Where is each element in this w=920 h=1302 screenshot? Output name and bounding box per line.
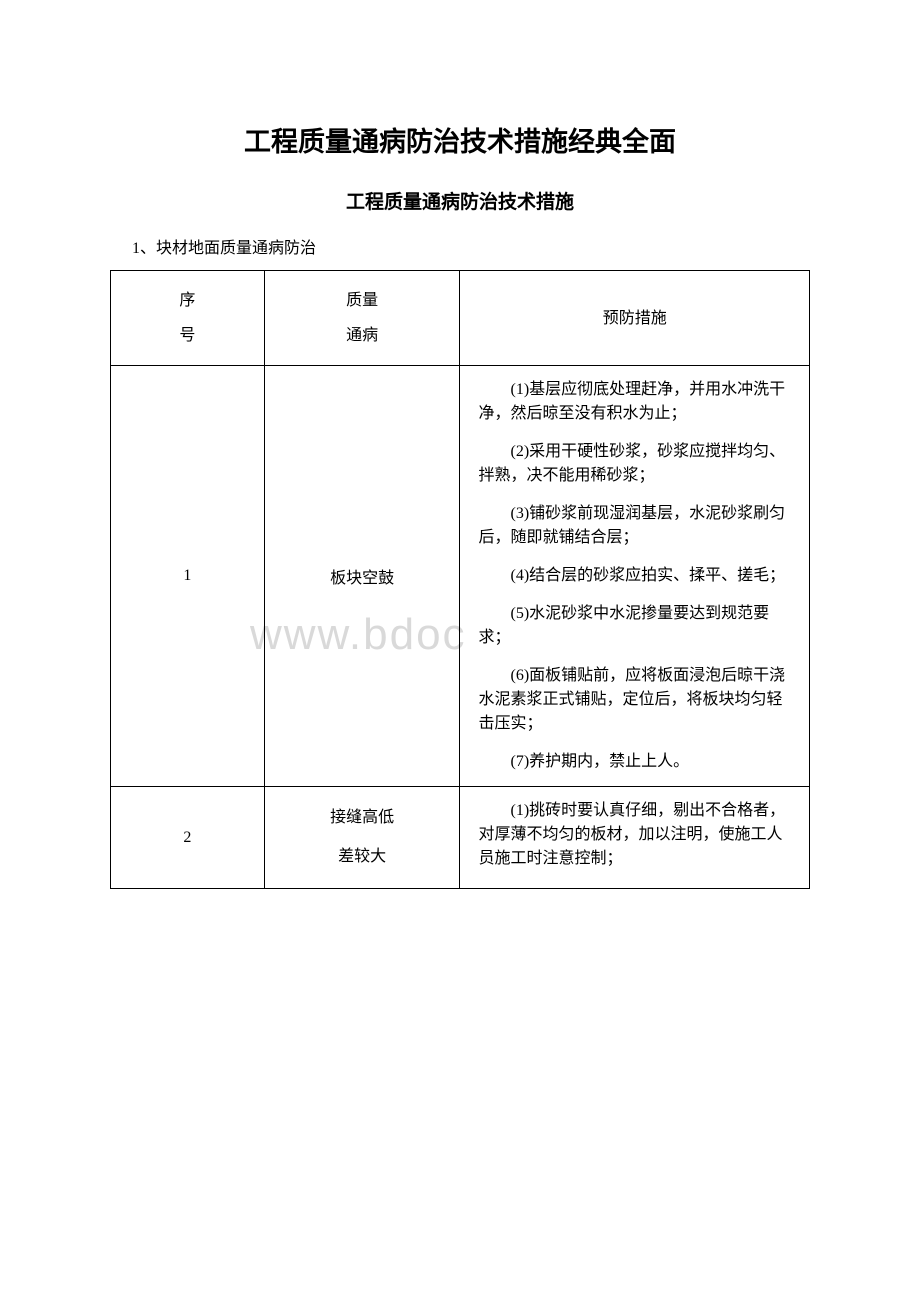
measure-item: (7)养护期内，禁止上人。	[478, 750, 791, 774]
measure-item: (4)结合层的砂浆应拍实、揉平、搓毛；	[478, 564, 791, 588]
table-row: 2 接缝高低 差较大 (1)挑砖时要认真仔细，剔出不合格者，对厚薄不均匀的板材，…	[111, 787, 810, 889]
row1-measures: (1)基层应彻底处理赶净，并用水冲洗干净，然后晾至没有积水为止； (2)采用干硬…	[460, 366, 810, 787]
header-num: 序 号	[111, 271, 265, 366]
header-measure: 预防措施	[460, 271, 810, 366]
header-num-line1: 序	[129, 283, 246, 318]
row1-defect: 板块空鼓	[264, 366, 460, 787]
header-defect-line1: 质量	[283, 283, 442, 318]
sub-title: 工程质量通病防治技术措施	[110, 187, 810, 214]
measure-item: (6)面板铺贴前，应将板面浸泡后晾干浇水泥素浆正式铺贴，定位后，将板块均匀轻击压…	[478, 664, 791, 736]
header-num-line2: 号	[129, 318, 246, 353]
table-header-row: 序 号 质量 通病 预防措施	[111, 271, 810, 366]
row2-measures: (1)挑砖时要认真仔细，剔出不合格者，对厚薄不均匀的板材，加以注明，使施工人员施…	[460, 787, 810, 889]
main-title: 工程质量通病防治技术措施经典全面	[110, 120, 810, 159]
row2-defect-line2: 差较大	[283, 838, 442, 876]
header-defect-line2: 通病	[283, 318, 442, 353]
measure-item: (5)水泥砂浆中水泥掺量要达到规范要求；	[478, 602, 791, 650]
row2-defect: 接缝高低 差较大	[264, 787, 460, 889]
measure-item: (2)采用干硬性砂浆，砂浆应搅拌均匀、拌熟，决不能用稀砂浆；	[478, 440, 791, 488]
measure-item: (3)铺砂浆前现湿润基层，水泥砂浆刷匀后，随即就铺结合层；	[478, 502, 791, 550]
defect-table: 序 号 质量 通病 预防措施 1 板块空鼓 (1)基层应彻底处理赶净，并用水冲洗…	[110, 270, 810, 889]
row2-num: 2	[111, 787, 265, 889]
section-label: 1、块材地面质量通病防治	[132, 234, 810, 258]
row1-num: 1	[111, 366, 265, 787]
document-content: 工程质量通病防治技术措施经典全面 工程质量通病防治技术措施 1、块材地面质量通病…	[110, 120, 810, 889]
header-defect: 质量 通病	[264, 271, 460, 366]
table-row: 1 板块空鼓 (1)基层应彻底处理赶净，并用水冲洗干净，然后晾至没有积水为止； …	[111, 366, 810, 787]
measure-item: (1)挑砖时要认真仔细，剔出不合格者，对厚薄不均匀的板材，加以注明，使施工人员施…	[478, 799, 791, 871]
measure-item: (1)基层应彻底处理赶净，并用水冲洗干净，然后晾至没有积水为止；	[478, 378, 791, 426]
row2-defect-line1: 接缝高低	[283, 799, 442, 837]
